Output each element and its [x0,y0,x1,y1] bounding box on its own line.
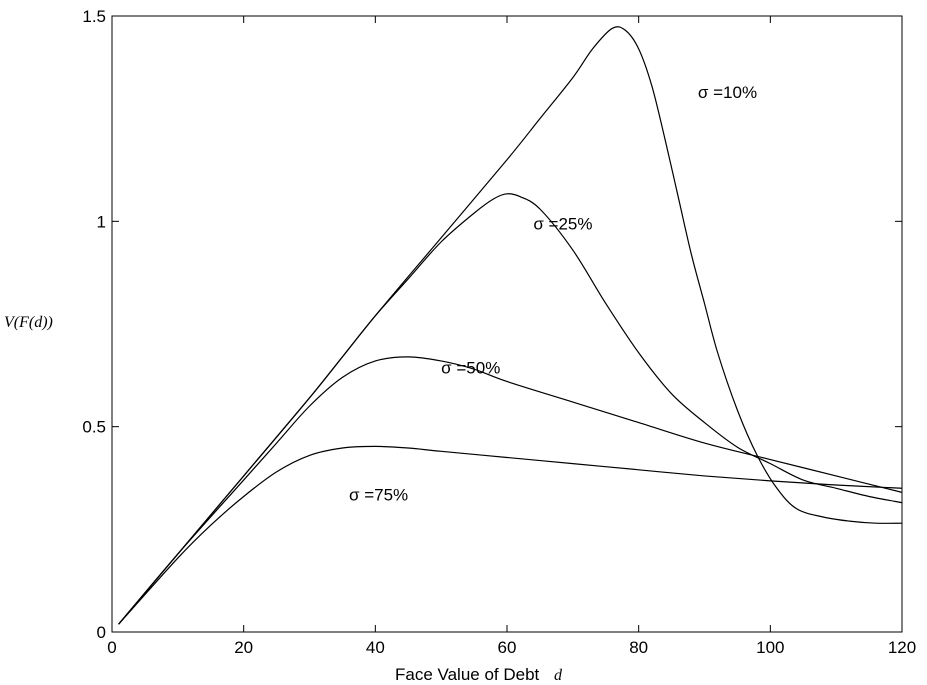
x-tick-label: 0 [107,638,116,657]
x-tick-label: 20 [234,638,253,657]
curves [118,26,903,625]
x-axis-label: Face Value of Debt d [395,665,563,684]
y-tick-label: 0 [97,623,106,642]
sigma-10-curve [118,26,903,625]
sigma-label: σ =25% [533,215,592,234]
annotations: σ =10% σ =25% σ =50% σ =75% [349,83,757,504]
sigma-75-curve [118,445,903,625]
x-tick-label: 80 [629,638,648,657]
sigma-50-curve [118,356,903,625]
x-axis-label-var: d [554,667,563,684]
x-tick-label: 60 [498,638,517,657]
sigma-25-curve [118,193,903,625]
x-tick-label: 120 [888,638,916,657]
ticks: 0 20 40 60 80 100 120 0 0.5 1 1.5 [82,7,916,657]
x-axis-label-text: Face Value of Debt [395,665,540,684]
plot-area-frame [111,15,903,633]
sigma-label: σ =75% [349,486,408,505]
y-tick-label: 1 [97,212,106,231]
sigma-label: σ =10% [698,83,757,102]
x-tick-label: 40 [366,638,385,657]
sigma-label: σ =50% [441,358,500,377]
y-axis-label: V(F(d)) [4,314,53,331]
y-tick-label: 1.5 [82,7,106,26]
y-tick-label: 0.5 [82,418,106,437]
x-tick-label: 100 [756,638,784,657]
